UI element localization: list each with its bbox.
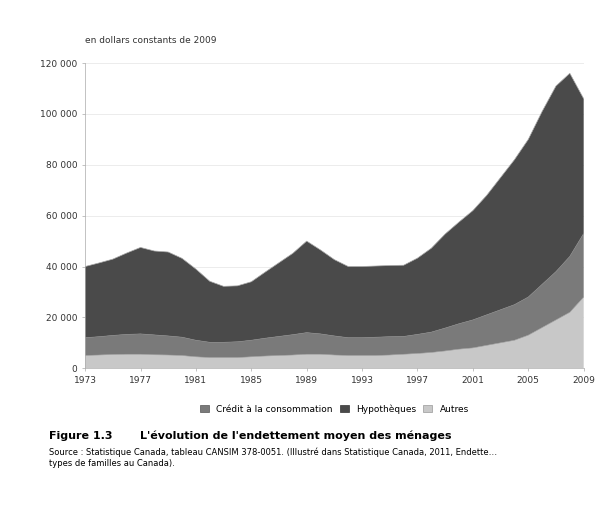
Text: Figure 1.3: Figure 1.3 (49, 431, 112, 441)
Text: en dollars constants de 2009: en dollars constants de 2009 (85, 36, 216, 45)
Legend: Crédit à la consommation, Hypothèques, Autres: Crédit à la consommation, Hypothèques, A… (198, 402, 471, 416)
Text: types de familles au Canada).: types de familles au Canada). (49, 459, 174, 468)
Text: Source : Statistique Canada, tableau CANSIM 378-0051. (Illustré dans Statistique: Source : Statistique Canada, tableau CAN… (49, 448, 497, 457)
Text: L'évolution de l'endettement moyen des ménages: L'évolution de l'endettement moyen des m… (140, 431, 451, 441)
